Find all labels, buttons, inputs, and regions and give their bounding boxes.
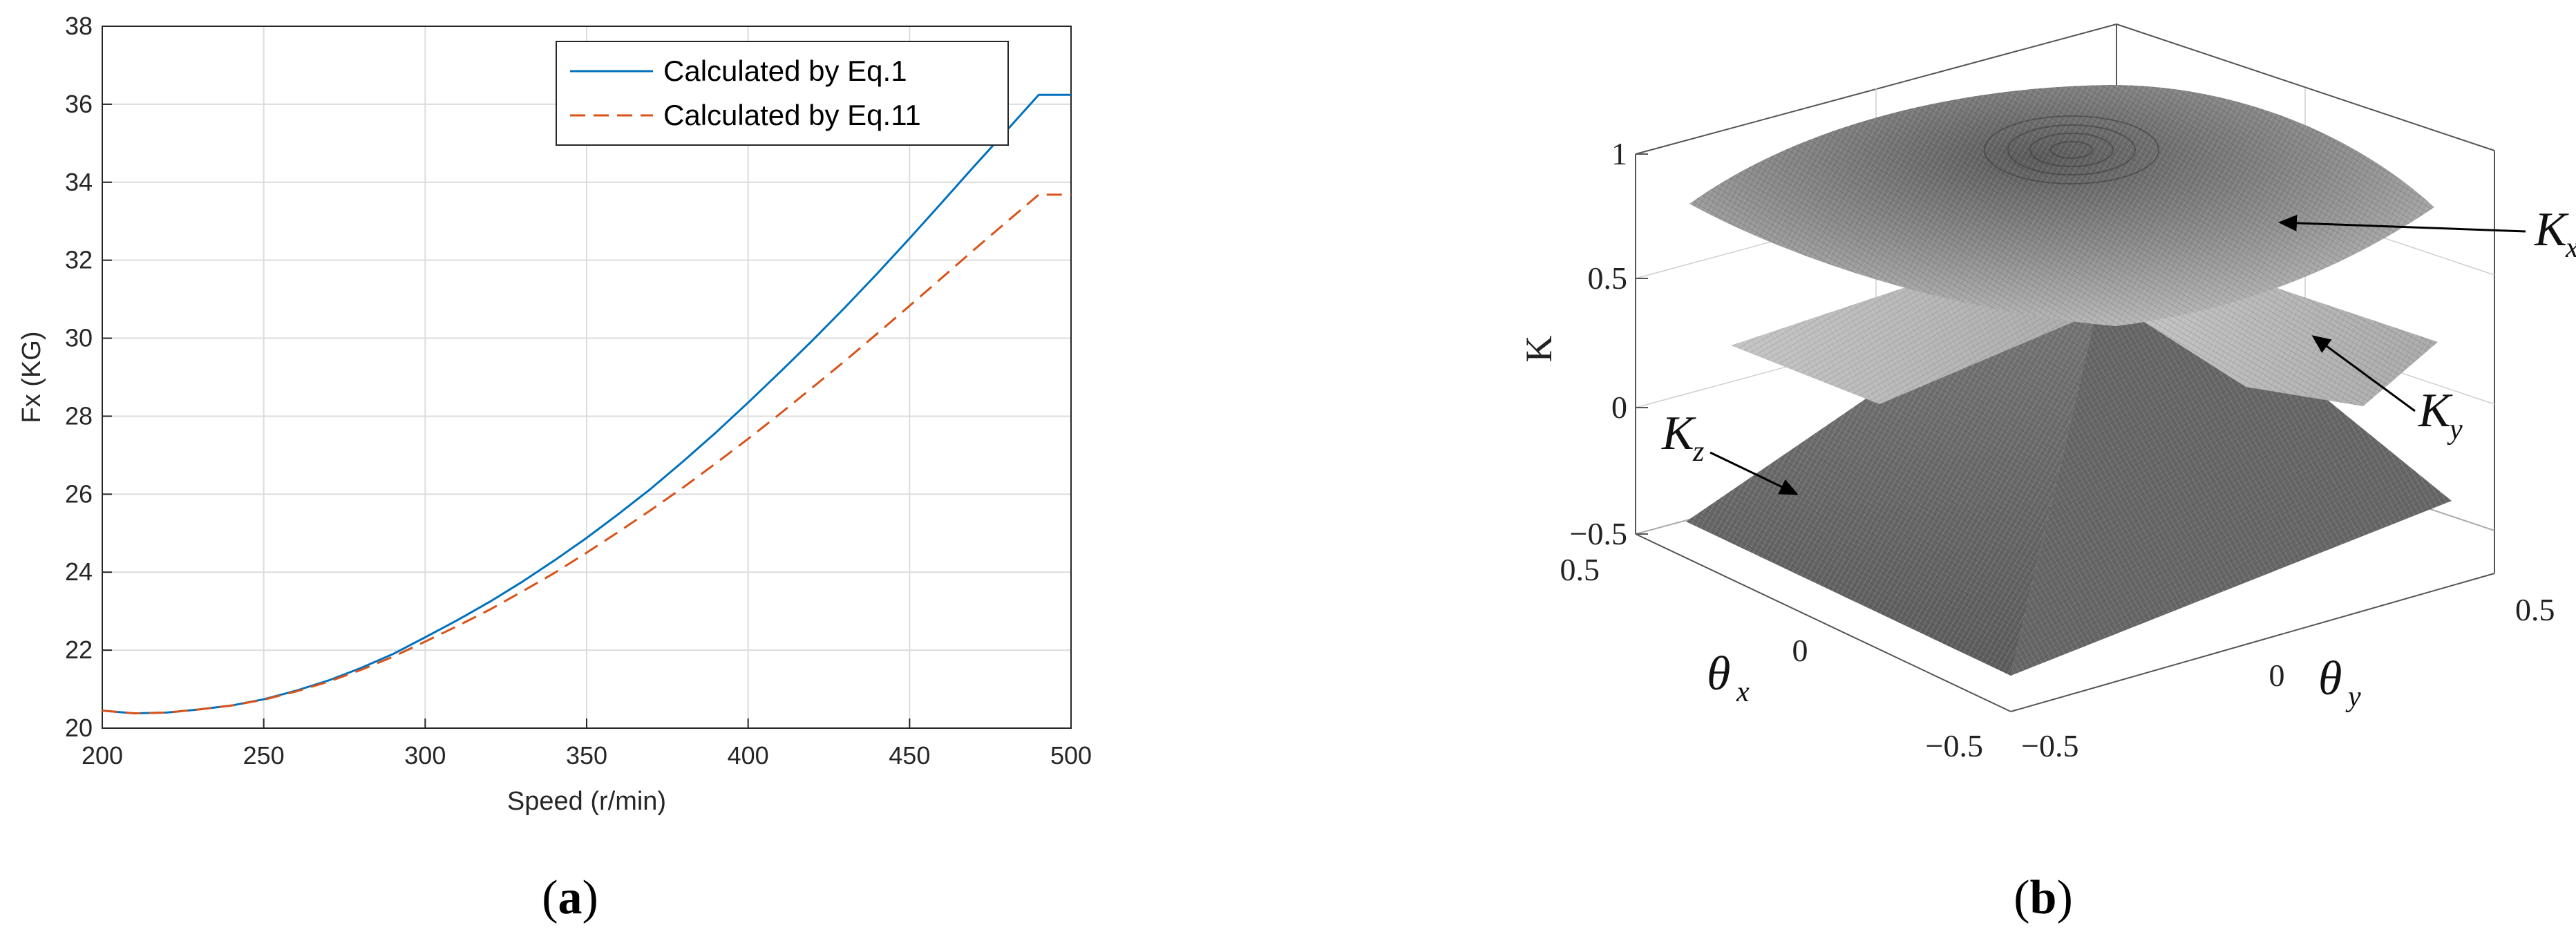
x-tick-label-350: 350 (566, 741, 607, 770)
svg-text:y: y (2345, 681, 2361, 713)
z-tick-0: 0 (1611, 390, 1627, 425)
surface-kx (1689, 85, 2434, 326)
y-tick-label-20: 20 (65, 714, 93, 742)
svg-text:K: K (2534, 203, 2569, 256)
ticks-a: 200 250 300 350 400 450 500 20 22 24 26 28 30 32 34 36 3… (65, 12, 1092, 770)
y-tick-label-30: 30 (65, 324, 93, 352)
svg-text:K: K (1661, 407, 1696, 460)
x-tick-label-200: 200 (82, 741, 123, 770)
y-tick-label-38: 38 (65, 12, 93, 40)
x-tick-label-450: 450 (889, 741, 930, 770)
y-tick-label-32: 32 (65, 246, 93, 274)
annotation-kx: K x (2278, 203, 2576, 264)
theta-x-tick-0: 0 (1792, 633, 1808, 668)
x-tick-label-300: 300 (404, 741, 446, 770)
z-ticks-b: 1 0.5 0 −0.5 (1570, 136, 1648, 551)
panel-a-line-chart: 200 250 300 350 400 450 500 20 22 24 26 28 30 32 34 36 3… (17, 12, 1092, 816)
y-tick-label-34: 34 (65, 168, 93, 196)
z-tick-neg0.5: −0.5 (1570, 516, 1627, 551)
y-tick-label-36: 36 (65, 90, 93, 118)
annotation-kz: K z (1661, 407, 1799, 495)
legend-a: Calculated by Eq.1 Calculated by Eq.11 (556, 41, 1009, 146)
z-tick-0.5: 0.5 (1588, 260, 1628, 296)
svg-text:x: x (2565, 232, 2576, 264)
y-tick-label-22: 22 (65, 636, 93, 664)
y-tick-label-26: 26 (65, 479, 93, 508)
series-line-eq11 (102, 193, 1071, 715)
series-a (102, 93, 1071, 715)
y-tick-label-28: 28 (65, 401, 93, 430)
theta-y-tick-0.5: 0.5 (2515, 592, 2555, 627)
theta-x-label: θ x (1707, 647, 1750, 708)
series-line-eq1 (102, 93, 1071, 715)
x-axis-title-a: Speed (r/min) (507, 787, 666, 816)
svg-text:θ: θ (2318, 652, 2342, 705)
svg-text:θ: θ (1707, 647, 1730, 701)
legend-box (556, 41, 1009, 146)
z-axis-title-b: K (1518, 336, 1560, 363)
x-tick-label-250: 250 (243, 741, 285, 770)
theta-y-tick-neg0.5: −0.5 (2021, 728, 2078, 763)
svg-text:y: y (2447, 414, 2463, 446)
z-tick-1: 1 (1611, 136, 1627, 171)
y-axis-title-a: Fx (KG) (17, 332, 46, 423)
svg-text:K: K (2418, 384, 2453, 437)
theta-x-tick-neg0.5: −0.5 (1926, 728, 1983, 763)
theta-x-tick-0.5: 0.5 (1560, 552, 1600, 587)
x-tick-label-500: 500 (1050, 741, 1092, 770)
legend-label-eq1: Calculated by Eq.1 (663, 55, 907, 87)
annotation-ky: K y (2311, 335, 2463, 446)
theta-y-tick-0: 0 (2269, 658, 2285, 693)
x-ticks-b: 0.5 0 −0.5 (1560, 552, 1984, 763)
legend-label-eq11: Calculated by Eq.11 (663, 99, 921, 131)
theta-y-label: θ y (2318, 652, 2361, 713)
x-tick-label-400: 400 (728, 741, 769, 770)
svg-text:z: z (1692, 436, 1704, 468)
y-ticks-b: −0.5 0 0.5 (2021, 592, 2555, 763)
caption-a: (a) (542, 871, 598, 924)
svg-text:x: x (1736, 676, 1750, 708)
y-tick-label-24: 24 (65, 558, 93, 586)
caption-b: (b) (2014, 871, 2073, 924)
panel-b-surface-plot: 1 0.5 0 −0.5 K 0.5 0 −0.5 θ x −0.5 0 0.5… (1518, 23, 2576, 763)
